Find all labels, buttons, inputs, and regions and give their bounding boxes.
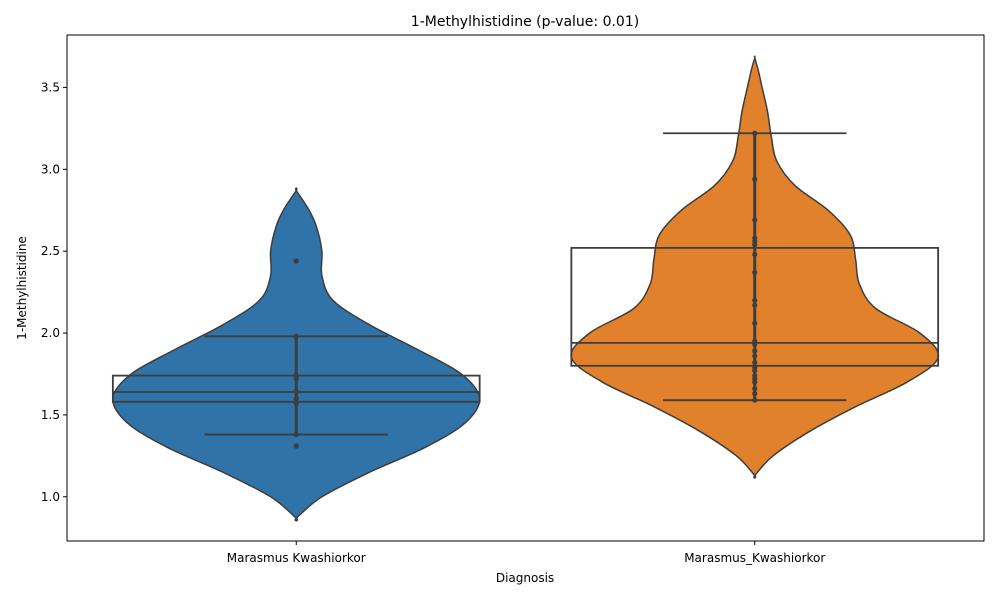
data-point	[752, 359, 758, 366]
x-tick-label: Marasmus Kwashiorkor	[227, 551, 366, 565]
data-point	[752, 397, 758, 403]
data-point	[752, 348, 758, 354]
data-point	[752, 341, 758, 348]
data-point	[752, 386, 758, 392]
data-point	[752, 269, 758, 276]
data-point	[293, 400, 299, 407]
data-point	[752, 242, 758, 248]
x-tick-label: Marasmus_Kwashiorkor	[684, 551, 825, 565]
y-axis: 1.0 1.5 2.0 2.5 3.0 3.5	[41, 80, 67, 504]
y-tick-label: 1.0	[41, 490, 60, 504]
data-point	[293, 389, 299, 395]
y-tick-label: 2.0	[41, 326, 60, 340]
x-axis: Marasmus Kwashiorkor Marasmus_Kwashiorkor	[227, 541, 825, 565]
data-point	[752, 368, 758, 374]
data-point	[293, 443, 299, 449]
chart-title: 1-Methylhistidine (p-value: 0.01)	[411, 14, 639, 30]
data-point	[752, 251, 758, 258]
violin-group-1	[111, 187, 481, 522]
plot-area	[111, 55, 940, 522]
data-point	[752, 353, 758, 359]
data-point	[752, 176, 758, 182]
data-point	[293, 395, 299, 402]
violin-group-2	[570, 55, 940, 479]
data-point	[293, 431, 299, 438]
data-point	[293, 258, 299, 264]
y-tick-label: 3.0	[41, 162, 60, 176]
y-tick-label: 2.5	[41, 244, 60, 258]
data-point	[752, 379, 758, 385]
y-axis-label: 1-Methylhistidine	[15, 236, 29, 340]
data-point	[752, 297, 758, 303]
data-point	[752, 391, 758, 397]
data-point	[752, 217, 758, 223]
plot-frame	[66, 34, 985, 542]
data-point	[293, 376, 299, 382]
data-point	[752, 320, 758, 326]
data-point	[752, 302, 758, 308]
x-axis-label: Diagnosis	[496, 571, 554, 585]
y-tick-label: 3.5	[41, 80, 60, 94]
data-point	[293, 333, 299, 339]
data-point	[752, 130, 758, 136]
y-tick-label: 1.5	[41, 408, 60, 422]
